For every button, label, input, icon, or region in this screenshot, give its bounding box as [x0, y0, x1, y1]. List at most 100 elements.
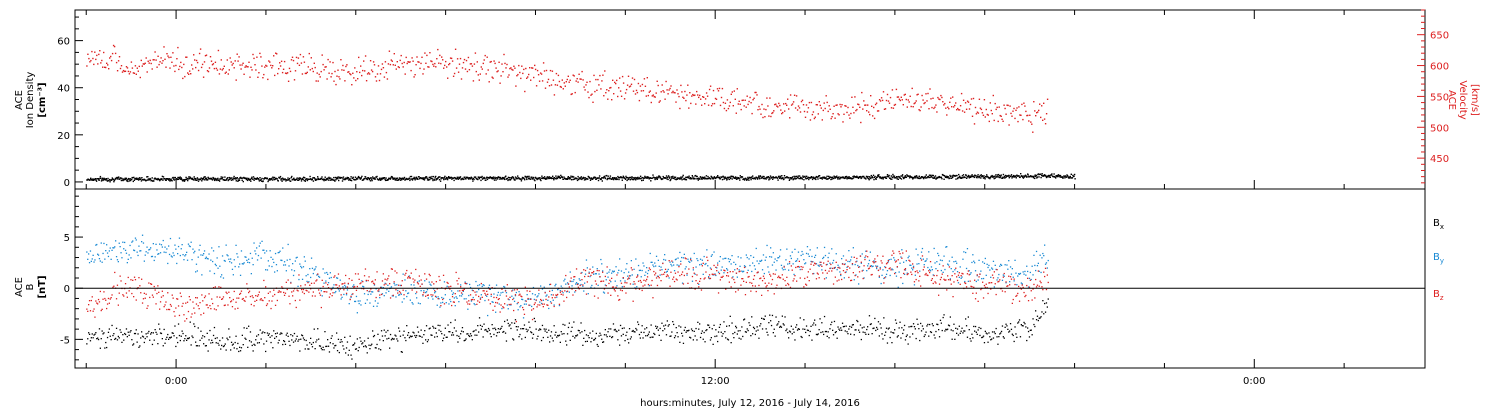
by-series-point	[121, 257, 123, 259]
bx-series-point	[614, 328, 616, 331]
density-series-point	[979, 176, 981, 178]
bx-series-point	[666, 320, 668, 322]
density-series-point	[411, 179, 414, 181]
by-series-point	[858, 266, 861, 268]
velocity-series-point	[476, 61, 478, 63]
velocity-series-point	[424, 52, 426, 54]
velocity-series-point	[763, 108, 765, 110]
velocity-series-point	[219, 68, 222, 70]
bx-series-point	[586, 340, 588, 342]
by-series-point	[546, 294, 548, 296]
velocity-series-point	[721, 87, 724, 90]
velocity-series-point	[280, 60, 283, 62]
density-series-point	[768, 177, 771, 179]
bx-series-point	[286, 332, 288, 334]
density-series-point	[517, 175, 519, 177]
bx-series-point	[587, 335, 589, 337]
bx-series-point	[596, 343, 598, 346]
by-series-point	[129, 244, 131, 247]
velocity-series-point	[740, 108, 742, 111]
density-series-point	[872, 177, 874, 179]
velocity-series-point	[924, 101, 926, 104]
by-series-point	[157, 253, 159, 255]
density-series-point	[235, 180, 237, 182]
velocity-series-point	[609, 87, 611, 89]
density-series-point	[844, 176, 847, 178]
density-series-point	[674, 178, 676, 180]
by-series-point	[162, 239, 164, 242]
velocity-series-point	[660, 91, 662, 93]
velocity-series-point	[745, 106, 747, 108]
velocity-series-point	[101, 59, 103, 62]
by-series-point	[318, 276, 321, 278]
velocity-series-point	[289, 70, 292, 73]
by-series-point	[318, 275, 320, 278]
velocity-series-point	[296, 62, 299, 65]
bx-series-point	[200, 330, 202, 332]
velocity-series-point	[1032, 131, 1034, 133]
bx-series-point	[368, 344, 370, 346]
by-series-point	[368, 291, 370, 293]
density-series-point	[187, 179, 189, 182]
velocity-series-point	[656, 80, 658, 82]
velocity-series-point	[910, 105, 912, 108]
velocity-series-point	[524, 90, 526, 93]
velocity-series-point	[940, 94, 942, 97]
by-series-point	[529, 304, 531, 306]
density-series-point	[1048, 174, 1050, 177]
by-series-point	[517, 309, 519, 311]
by-series-point	[272, 258, 274, 260]
density-series-point	[648, 176, 650, 179]
density-series-point	[712, 178, 715, 180]
bx-series-point	[445, 336, 447, 338]
density-series-point	[391, 176, 393, 178]
velocity-series-point	[323, 69, 325, 71]
velocity-series-point	[97, 63, 99, 65]
density-series-point	[347, 177, 350, 179]
bx-series-point	[182, 332, 184, 335]
bx-series-point	[1035, 319, 1038, 321]
by-series-point	[758, 262, 760, 265]
bx-series-point	[993, 331, 995, 333]
bx-series-point	[718, 326, 721, 328]
bx-series-point	[529, 326, 531, 329]
bx-series-point	[770, 324, 773, 327]
bx-series-point	[736, 333, 738, 335]
velocity-series-point	[1002, 120, 1004, 122]
density-series-point	[104, 179, 106, 181]
velocity-series-point	[829, 108, 831, 110]
velocity-series-point	[833, 105, 835, 107]
by-series-point	[741, 270, 743, 272]
density-series-point	[105, 178, 107, 180]
by-series-point	[478, 284, 481, 286]
density-series-point	[392, 178, 394, 180]
density-series-point	[912, 178, 914, 180]
bx-series-point	[427, 339, 429, 341]
density-series-point	[195, 178, 197, 180]
bx-series-point	[709, 339, 712, 341]
by-series-point	[372, 291, 374, 293]
velocity-series-point	[361, 74, 363, 77]
density-series-point	[629, 179, 631, 181]
velocity-series-point	[1045, 113, 1048, 115]
density-series-point	[547, 177, 549, 179]
bx-series-point	[894, 329, 896, 331]
density-series-point	[472, 180, 474, 182]
bx-series-point	[987, 341, 989, 343]
density-series-point	[372, 176, 374, 178]
by-series-point	[899, 262, 901, 264]
bx-series-point	[431, 334, 433, 336]
bx-series-point	[416, 326, 419, 328]
bx-series-point	[406, 325, 408, 327]
by-series-point	[133, 249, 135, 251]
density-series-point	[115, 178, 117, 180]
density-series-point	[702, 177, 704, 179]
density-series-point	[657, 177, 659, 179]
bx-series-point	[89, 340, 92, 342]
bx-series-point	[400, 351, 402, 353]
density-series-point	[759, 178, 761, 180]
density-series-point	[877, 175, 879, 177]
by-series-point	[684, 268, 686, 270]
bx-series-point	[130, 330, 132, 332]
by-series-point	[384, 282, 386, 284]
